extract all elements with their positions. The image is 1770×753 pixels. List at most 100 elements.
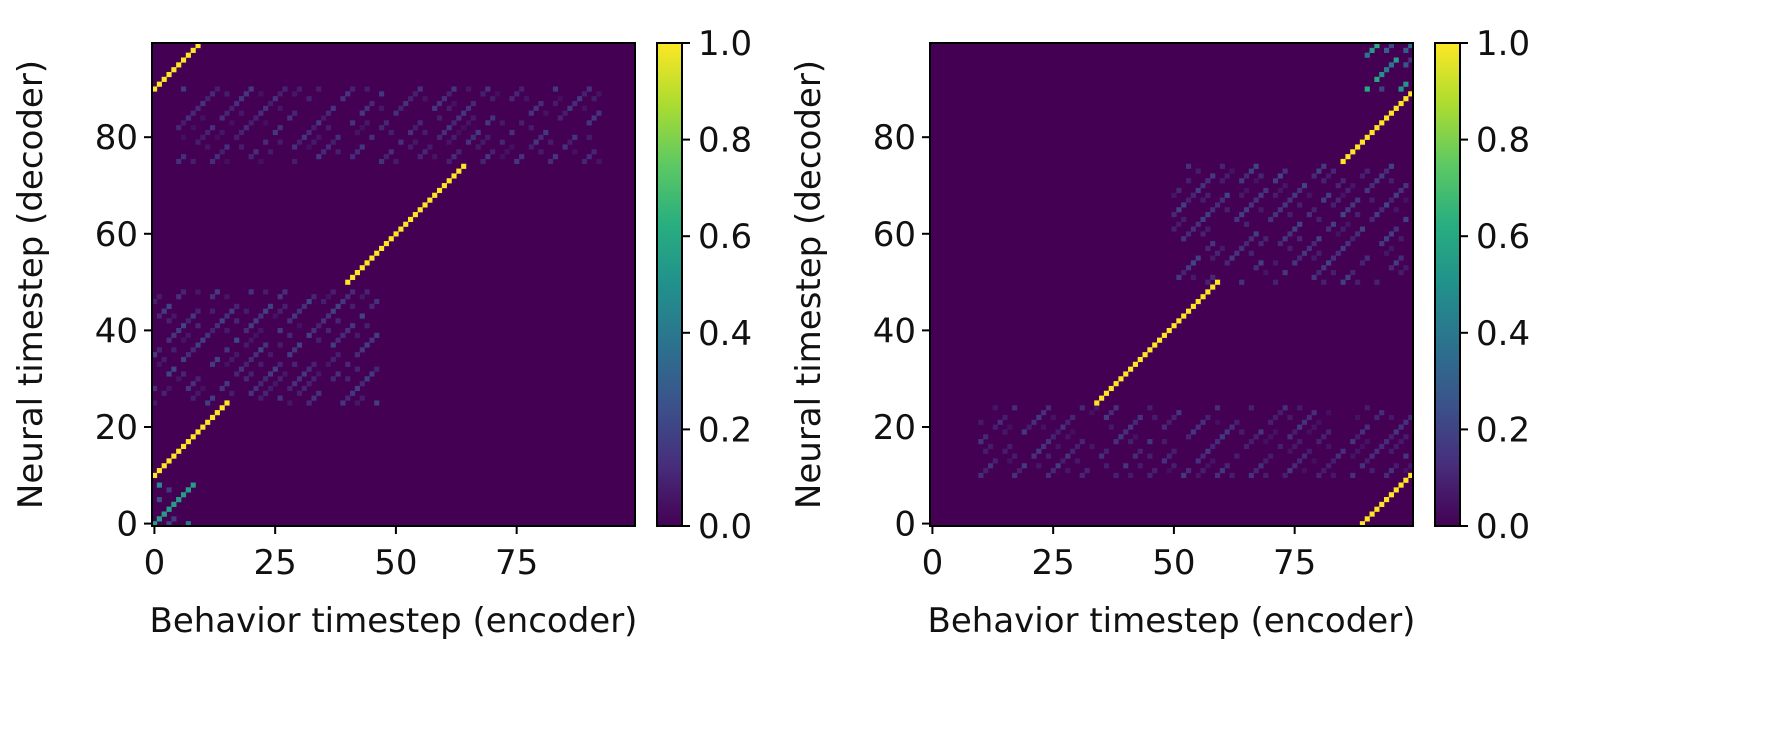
heatmap-cell [1364,187,1370,194]
heatmap-cell [374,298,380,305]
heatmap-cell [480,91,486,97]
heatmap-cell [499,139,505,145]
heatmap-cell [1301,250,1308,256]
heatmap-cell [1214,405,1221,411]
heatmap-cell [485,134,491,140]
colorbar-tick-label: 1.0 [698,24,752,64]
heatmap-cell [1326,192,1332,198]
heatmap-cell [152,298,158,305]
heatmap-cell [243,327,249,334]
heatmap-cell [1330,221,1337,227]
heatmap-cell [1350,453,1356,459]
heatmap-cell [364,376,370,382]
heatmap-cell [1393,57,1399,63]
heatmap-diagonal-cell [1393,487,1399,493]
heatmap-cell [243,361,249,367]
heatmap-cell [1036,448,1042,454]
heatmap-cell [1200,216,1206,223]
heatmap-cell [263,342,269,348]
heatmap-diagonal-cell [205,419,211,425]
heatmap-cell [1272,429,1279,435]
heatmap-diagonal-cell [152,472,158,478]
heatmap-cell [451,134,457,140]
heatmap-cell [1200,453,1206,459]
heatmap-cell [465,120,472,126]
heatmap-cell [1335,231,1341,237]
heatmap-cell [1205,226,1211,232]
heatmap-cell [1379,410,1385,416]
heatmap-diagonal-cell [166,458,172,464]
heatmap-cell [161,308,167,314]
heatmap-cell [485,154,491,160]
y-tick-label: 20 [873,408,916,448]
heatmap-diagonal-cell [1152,342,1158,348]
heatmap-cell [1282,405,1288,411]
heatmap-cell [1089,443,1095,450]
heatmap-cell [1398,439,1404,445]
heatmap-cell [446,139,452,145]
heatmap-cell [1287,414,1293,421]
colorbar-gradient [1434,42,1461,527]
heatmap-cell [176,158,182,165]
heatmap-cell [176,294,182,300]
heatmap-cell [1031,419,1037,425]
heatmap-cell [152,400,158,406]
heatmap-cell [1123,429,1129,435]
heatmap-cell [224,327,230,334]
colorbar: 0.0 0.2 0.4 0.6 0.8 1.0 [656,24,752,547]
heatmap-cell [475,129,481,136]
heatmap-cell [1408,463,1414,469]
heatmap-cell [200,100,206,107]
heatmap-cell [171,347,177,353]
heatmap-cell [1297,439,1303,445]
heatmap-cell [1205,463,1211,469]
heatmap-cell [1176,274,1182,280]
heatmap-cell [1316,216,1322,223]
heatmap-cell [272,129,278,136]
heatmap-diagonal-cell [354,270,360,276]
heatmap-diagonal-cell [190,47,196,53]
heatmap-cell [238,110,245,116]
heatmap-cell [1282,270,1288,276]
heatmap-cell [364,86,370,92]
heatmap-cell [1282,236,1288,242]
heatmap-cell [1248,202,1254,208]
heatmap-cell [485,86,491,92]
heatmap-cell [171,366,177,372]
heatmap-cell [1330,202,1337,208]
heatmap-cell [1065,453,1071,459]
heatmap-cell [543,129,549,136]
heatmap-cell [1219,163,1225,169]
heatmap-cell [316,154,322,160]
heatmap-cell [156,294,162,300]
heatmap-cell [1263,458,1269,464]
heatmap-cell [1311,241,1317,247]
heatmap-cell [195,390,201,396]
heatmap-cell [1253,197,1259,203]
heatmap-diagonal-cell [383,241,389,247]
heatmap-diagonal-cell [407,216,414,223]
heatmap-cell [282,303,288,309]
heatmap-cell [1123,463,1129,469]
heatmap-cell [978,419,984,425]
heatmap-cell [1074,458,1081,464]
heatmap-cell [1335,250,1341,256]
heatmap-cell [306,96,312,102]
heatmap-cell [325,294,332,300]
heatmap-cell [1166,468,1172,474]
y-axis-ticks: 0 20 40 60 80 [873,118,930,545]
heatmap-cell [1282,168,1288,174]
heatmap-cell [1210,255,1216,261]
x-tick-label: 0 [922,543,944,583]
heatmap-cell [267,385,274,392]
heatmap-cell [596,110,602,116]
heatmap-cell [1287,245,1293,251]
heatmap-diagonal-cell [152,521,158,527]
heatmap-cell [243,376,249,382]
heatmap-cell [1345,241,1351,247]
heatmap-cell [1388,163,1394,169]
heatmap-cell [379,125,385,131]
heatmap-diagonal-cell [1384,115,1390,121]
heatmap-cell [1205,414,1211,421]
heatmap-cell [1099,453,1105,459]
